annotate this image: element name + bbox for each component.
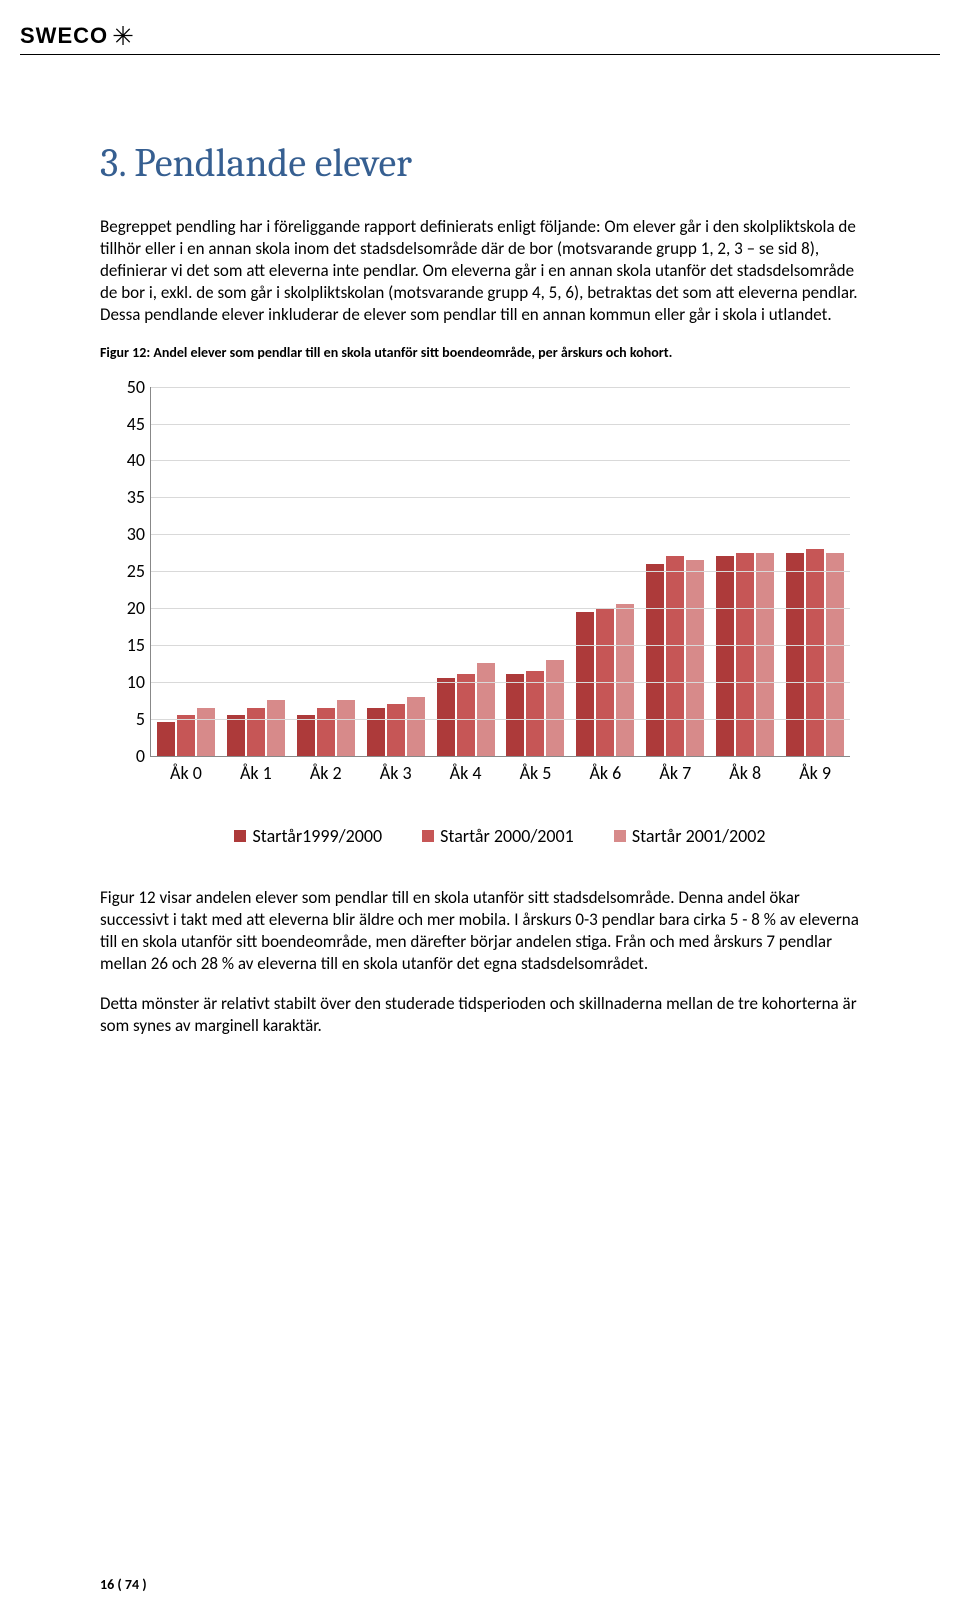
chart-ytick: 40 (127, 449, 151, 471)
chart-ytick: 15 (127, 634, 151, 656)
chart-xtick: Åk 4 (450, 756, 482, 784)
logo: SWECO ✳ (20, 20, 134, 52)
body-paragraph: Detta mönster är relativt stabilt över d… (100, 993, 860, 1037)
chart-xtick: Åk 2 (310, 756, 342, 784)
chart-gridline (151, 608, 850, 609)
chart-gridline (151, 387, 850, 388)
chart: Åk 0 Åk 1 Åk 2 Åk 3 Åk 4 Åk 5 Åk 6 Åk 7 Åk 8 Åk 9… (100, 377, 860, 857)
chart-xtick: Åk 6 (589, 756, 621, 784)
bar (646, 564, 664, 756)
chart-xtick: Åk 0 (170, 756, 202, 784)
chart-xtick: Åk 9 (799, 756, 831, 784)
chart-xtick: Åk 8 (729, 756, 761, 784)
chart-gridline (151, 645, 850, 646)
legend-swatch (422, 830, 434, 842)
legend-swatch (234, 830, 246, 842)
chart-xtick: Åk 3 (380, 756, 412, 784)
page-number: 16 ( 74 ) (100, 1576, 147, 1593)
page-content: 3. Pendlande elever Begreppet pendling h… (100, 140, 860, 1055)
chart-legend: Startår1999/2000 Startår 2000/2001 Startår… (150, 825, 850, 847)
bar (736, 553, 754, 756)
bar (806, 549, 824, 756)
chart-ytick: 0 (136, 745, 151, 767)
bar (387, 704, 405, 756)
legend-label: Startår 2001/2002 (632, 825, 766, 847)
bar (616, 604, 634, 755)
legend-item: Startår 2001/2002 (614, 825, 766, 847)
legend-label: Startår1999/2000 (252, 825, 382, 847)
bar (786, 553, 804, 756)
page-title: 3. Pendlande elever (100, 140, 860, 186)
bar (576, 612, 594, 756)
bar (526, 671, 544, 756)
logo-icon: ✳ (112, 20, 134, 52)
body-paragraph: Begreppet pendling har i föreliggande ra… (100, 216, 860, 326)
chart-ytick: 30 (127, 523, 151, 545)
chart-gridline (151, 682, 850, 683)
bar (367, 708, 385, 756)
chart-xtick: Åk 1 (240, 756, 272, 784)
chart-ytick: 45 (127, 413, 151, 435)
bar (826, 553, 844, 756)
chart-plot: Åk 0Åk 1Åk 2Åk 3Åk 4Åk 5Åk 6Åk 7Åk 8Åk 9… (150, 387, 850, 757)
bar (177, 715, 195, 756)
bar (297, 715, 315, 756)
bar (157, 722, 175, 755)
bar (337, 700, 355, 755)
figure-caption: Figur 12: Andel elever som pendlar till … (100, 344, 860, 362)
legend-item: Startår1999/2000 (234, 825, 382, 847)
chart-xtick: Åk 7 (659, 756, 691, 784)
chart-gridline (151, 460, 850, 461)
chart-xtick: Åk 5 (520, 756, 552, 784)
chart-gridline (151, 534, 850, 535)
bar (686, 560, 704, 756)
legend-label: Startår 2000/2001 (440, 825, 574, 847)
bar (317, 708, 335, 756)
bar (197, 708, 215, 756)
chart-ytick: 25 (127, 560, 151, 582)
body-paragraph: Figur 12 visar andelen elever som pendla… (100, 887, 860, 975)
bar (756, 553, 774, 756)
header-rule (20, 54, 940, 55)
legend-item: Startår 2000/2001 (422, 825, 574, 847)
bar (546, 660, 564, 756)
bar (437, 678, 455, 755)
chart-gridline (151, 424, 850, 425)
chart-gridline (151, 497, 850, 498)
bar (506, 674, 524, 755)
chart-ytick: 20 (127, 597, 151, 619)
bar (267, 700, 285, 755)
bar (666, 556, 684, 755)
bar (247, 708, 265, 756)
chart-ytick: 5 (136, 708, 151, 730)
logo-text: SWECO (20, 23, 108, 49)
bar (477, 663, 495, 755)
chart-ytick: 10 (127, 671, 151, 693)
bar (227, 715, 245, 756)
bar (716, 556, 734, 755)
legend-swatch (614, 830, 626, 842)
bar (407, 697, 425, 756)
chart-ytick: 35 (127, 486, 151, 508)
bar (457, 674, 475, 755)
chart-gridline (151, 719, 850, 720)
chart-ytick: 50 (127, 376, 151, 398)
chart-gridline (151, 571, 850, 572)
